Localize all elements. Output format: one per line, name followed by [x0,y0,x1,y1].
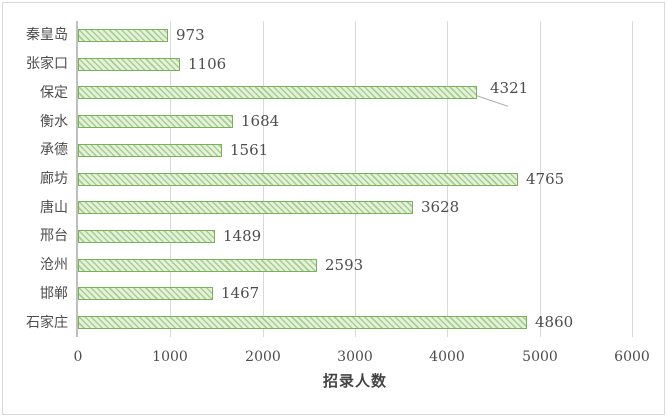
category-label-衡水: 衡水 [40,114,68,130]
data-label-秦皇岛: 973 [176,26,205,44]
data-label-衡水: 1684 [241,112,280,130]
category-label-张家口: 张家口 [26,56,68,72]
bar-沧州 [78,259,317,272]
x-tick-label-2000: 2000 [245,349,281,365]
bar-衡水 [78,115,233,128]
bar-邢台 [78,230,215,243]
data-label-石家庄: 4860 [535,313,574,331]
x-tick-label-0: 0 [73,349,83,365]
x-tick-label-4000: 4000 [429,349,465,365]
category-label-石家庄: 石家庄 [26,315,68,331]
x-axis-title: 招录人数 [322,372,387,390]
x-tick-label-6000: 6000 [614,349,650,365]
bar-秦皇岛 [78,29,168,42]
data-label-唐山: 3628 [421,198,460,216]
bar-唐山 [78,201,413,214]
plot-area: 973 1106 4321 1684 1561 4765 3628 1489 2593 1467 4… [78,21,633,337]
data-label-沧州: 2593 [325,256,364,274]
bar-张家口 [78,58,180,71]
x-tick-label-5000: 5000 [522,349,558,365]
category-axis-line [76,21,78,337]
category-label-保定: 保定 [40,85,68,101]
category-label-邯郸: 邯郸 [40,286,68,302]
category-label-廊坊: 廊坊 [40,171,68,187]
vertical-gridline [540,21,541,337]
category-label-邢台: 邢台 [40,228,68,244]
bar-廊坊 [78,173,518,186]
bar-石家庄 [78,316,527,329]
data-label-保定: 4321 [490,79,529,97]
category-label-唐山: 唐山 [40,200,68,216]
bar-承德 [78,144,222,157]
data-label-邢台: 1489 [223,227,262,245]
category-label-沧州: 沧州 [40,257,68,273]
data-label-廊坊: 4765 [526,170,565,188]
data-label-承德: 1561 [230,141,269,159]
category-label-承德: 承德 [40,142,68,158]
category-label-秦皇岛: 秦皇岛 [26,27,68,43]
vertical-gridline [632,21,633,337]
x-tick-label-3000: 3000 [337,349,373,365]
bar-保定 [78,86,477,99]
leader-line [476,95,509,107]
bar-邯郸 [78,287,213,300]
data-label-张家口: 1106 [188,55,227,73]
x-tick-label-1000: 1000 [152,349,188,365]
data-label-邯郸: 1467 [221,284,260,302]
